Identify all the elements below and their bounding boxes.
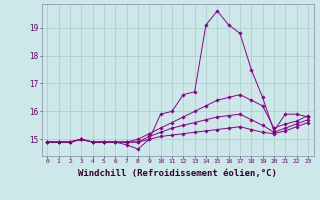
X-axis label: Windchill (Refroidissement éolien,°C): Windchill (Refroidissement éolien,°C) <box>78 169 277 178</box>
